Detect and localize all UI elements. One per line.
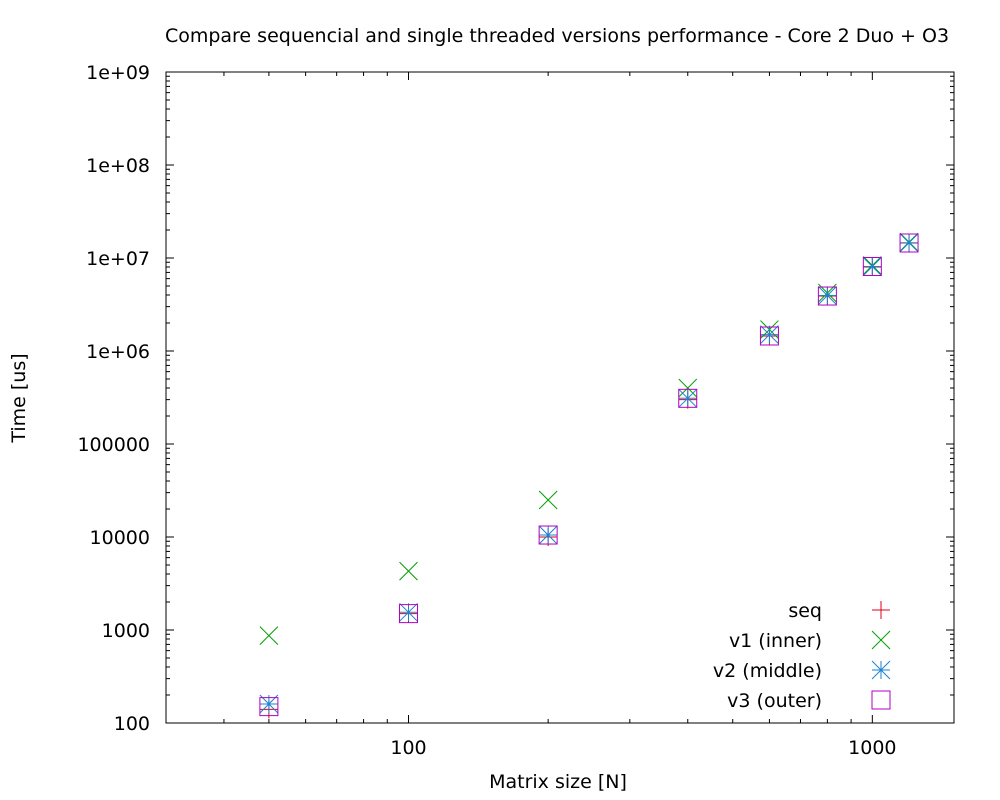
data-point-square <box>678 388 698 408</box>
y-tick-label: 10000 <box>90 527 150 549</box>
axis-tick-labels: 100 1000 10000 100000 1e+06 1e+07 1e+08 1e+09 10… <box>77 62 896 759</box>
data-point-square <box>399 604 419 624</box>
data-point-star <box>899 233 919 253</box>
y-tick-label: 100000 <box>77 434 150 456</box>
data-point-star <box>678 388 698 408</box>
data-point-star <box>862 257 882 276</box>
legend-marker-star <box>871 660 891 680</box>
legend-label: seq <box>788 600 822 622</box>
legend-label: v1 (inner) <box>729 630 822 652</box>
legend-label: v2 (middle) <box>713 660 822 682</box>
y-tick-label: 1e+06 <box>86 341 150 363</box>
legend-marker-cross <box>871 630 891 650</box>
data-point-star <box>538 525 558 545</box>
data-point-star <box>760 325 779 344</box>
legend-label: v3 (outer) <box>727 690 822 712</box>
y-axis-label: Time [us] <box>8 353 30 443</box>
legend: seq v1 (inner) v2 (middle) v3 (outer) <box>713 600 891 712</box>
data-point-square <box>899 233 919 253</box>
y-tick-label: 100 <box>114 713 150 735</box>
x-tick-label: 100 <box>390 737 426 759</box>
data-points <box>259 232 919 719</box>
data-point-star <box>399 602 418 622</box>
data-point-star <box>818 286 837 305</box>
y-tick-label: 1e+09 <box>86 62 150 84</box>
legend-marker-plus <box>872 601 890 619</box>
y-tick-label: 1e+07 <box>86 248 150 270</box>
x-tick-label: 1000 <box>848 737 896 759</box>
data-point-square <box>259 697 279 717</box>
data-point-cross <box>538 490 558 510</box>
data-point-cross <box>399 561 418 581</box>
plot-area-frame <box>165 71 955 724</box>
y-tick-label: 1e+08 <box>86 155 150 177</box>
chart-title: Compare sequencial and single threaded v… <box>165 25 949 47</box>
x-axis-label: Matrix size [N] <box>489 771 627 793</box>
data-point-square <box>817 286 837 306</box>
legend-marker-square <box>871 690 891 710</box>
axis-ticks <box>166 71 954 724</box>
data-point-cross <box>259 626 279 645</box>
data-point-square <box>759 326 779 346</box>
data-point-square <box>538 525 558 545</box>
data-point-square <box>862 257 882 277</box>
y-tick-label: 1000 <box>102 620 150 642</box>
data-point-cross <box>678 378 698 398</box>
